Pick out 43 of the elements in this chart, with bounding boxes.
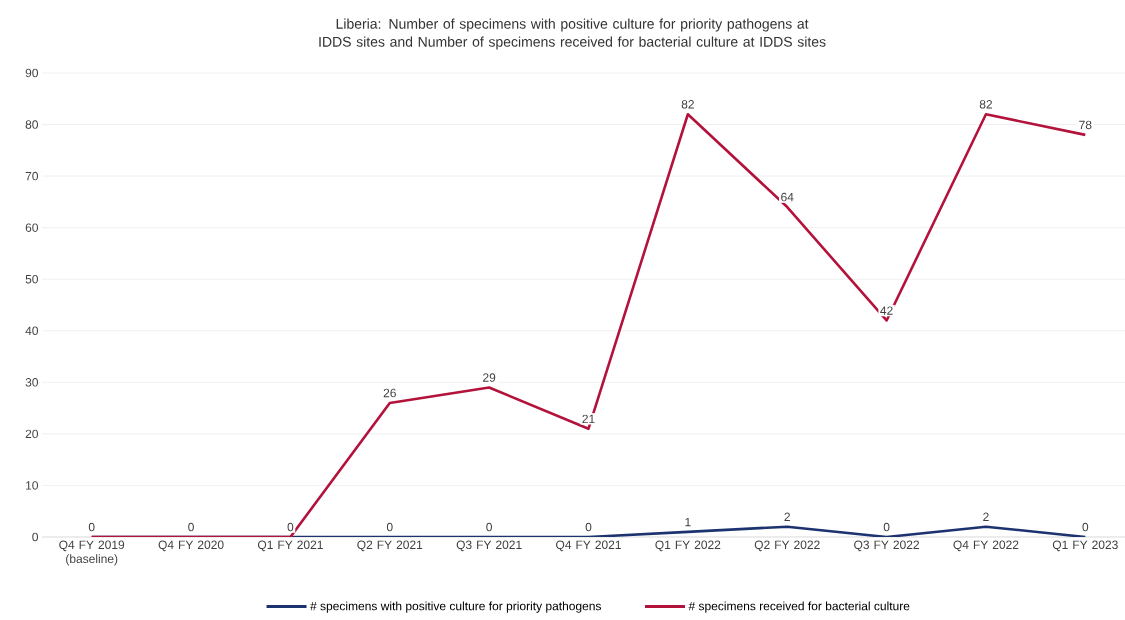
data-label: 64 — [781, 192, 794, 202]
data-label: 82 — [681, 100, 694, 109]
x-tick-label: Q3 FY 2021 — [456, 540, 522, 552]
x-tick-label: Q2 FY 2022 — [754, 540, 820, 552]
legend-label: # specimens with positive culture for priority pathogens — [310, 601, 602, 613]
x-tick-label: Q1 FY 2022 — [655, 540, 721, 552]
data-label: 0 — [386, 522, 393, 532]
legend-label: # specimens received for bacterial culture — [688, 601, 910, 613]
data-label: 21 — [582, 414, 595, 424]
x-tick-label: Q1 FY 2023 — [1052, 540, 1118, 552]
data-label: 0 — [287, 522, 294, 532]
data-label: 0 — [1082, 522, 1089, 532]
x-tick-label: Q3 FY 2022 — [854, 540, 919, 552]
y-tick-label: 60 — [25, 223, 39, 232]
chart-title: Liberia: Number of specimens with positive culture for priority pathogens at IDDS sites and Number of specimens received for bacterial culture at IDDS sites — [319, 18, 826, 50]
x-tick-label: Q4 FY 2019 (baseline) — [59, 540, 125, 566]
data-label: 0 — [486, 522, 493, 532]
data-label: 78 — [1079, 120, 1092, 130]
data-label: 1 — [685, 517, 691, 527]
y-tick-label: 0 — [32, 532, 39, 542]
data-label: 2 — [983, 512, 989, 521]
data-label: 82 — [979, 100, 993, 109]
y-tick-label: 90 — [25, 68, 39, 78]
data-label: 29 — [483, 373, 496, 382]
y-tick-label: 40 — [25, 326, 39, 336]
y-tick-label: 80 — [25, 120, 39, 129]
data-label: 42 — [880, 306, 893, 315]
data-label: 0 — [585, 522, 592, 532]
y-tick-label: 10 — [26, 481, 39, 490]
y-tick-label: 20 — [25, 429, 39, 439]
y-tick-label: 30 — [25, 378, 39, 387]
data-label: 26 — [383, 388, 396, 398]
data-label: 0 — [88, 522, 95, 532]
data-label: 0 — [883, 522, 890, 532]
x-tick-label: Q4 FY 2021 — [556, 540, 621, 552]
x-tick-label: Q4 FY 2020 — [158, 540, 224, 552]
y-tick-label: 50 — [25, 274, 39, 284]
data-label: 0 — [188, 522, 194, 532]
data-label: 2 — [784, 512, 790, 521]
x-tick-label: Q1 FY 2021 — [257, 540, 323, 552]
x-tick-label: Q4 FY 2022 — [953, 540, 1019, 552]
x-tick-label: Q2 FY 2021 — [357, 540, 423, 552]
y-tick-label: 70 — [25, 171, 39, 181]
